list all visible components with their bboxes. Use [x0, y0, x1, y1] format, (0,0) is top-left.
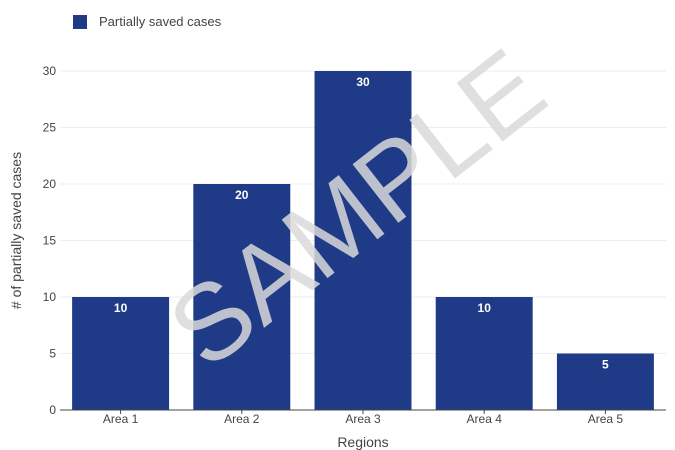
bar-area-1[interactable] — [72, 297, 170, 410]
x-axis-title: Regions — [337, 434, 388, 450]
data-label: 5 — [602, 358, 609, 372]
bar-area-5[interactable] — [556, 353, 654, 411]
y-axis-title: # of partially saved cases — [8, 152, 24, 309]
x-tick-label: Area 2 — [224, 412, 260, 426]
bar-layer — [72, 71, 654, 410]
bar-area-3[interactable] — [314, 71, 412, 410]
y-tick-label: 20 — [43, 177, 57, 191]
y-tick-label: 25 — [43, 121, 57, 135]
x-tick-label: Area 5 — [588, 412, 624, 426]
x-tick-label: Area 3 — [345, 412, 381, 426]
data-label: 10 — [478, 301, 492, 315]
legend-swatch — [73, 14, 87, 29]
bar-area-2[interactable] — [193, 184, 291, 410]
label-layer: 10 20 30 10 5 — [114, 75, 609, 372]
legend[interactable]: Partially saved cases — [73, 14, 221, 29]
data-label: 30 — [356, 75, 370, 89]
axis-layer: 0 5 10 15 20 25 30 Area 1 Area 2 Area 3 Area 4 Area… — [8, 64, 666, 450]
bar-area-4[interactable] — [435, 297, 533, 410]
y-tick-label: 15 — [43, 234, 57, 248]
y-tick-label: 10 — [43, 290, 57, 304]
x-tick-label: Area 4 — [467, 412, 503, 426]
y-tick-label: 0 — [49, 403, 56, 417]
y-tick-label: 30 — [43, 64, 57, 78]
data-label: 10 — [114, 301, 128, 315]
y-tick-label: 5 — [49, 347, 56, 361]
legend-label: Partially saved cases — [99, 14, 222, 29]
x-tick-label: Area 1 — [103, 412, 139, 426]
data-label: 20 — [235, 188, 249, 202]
